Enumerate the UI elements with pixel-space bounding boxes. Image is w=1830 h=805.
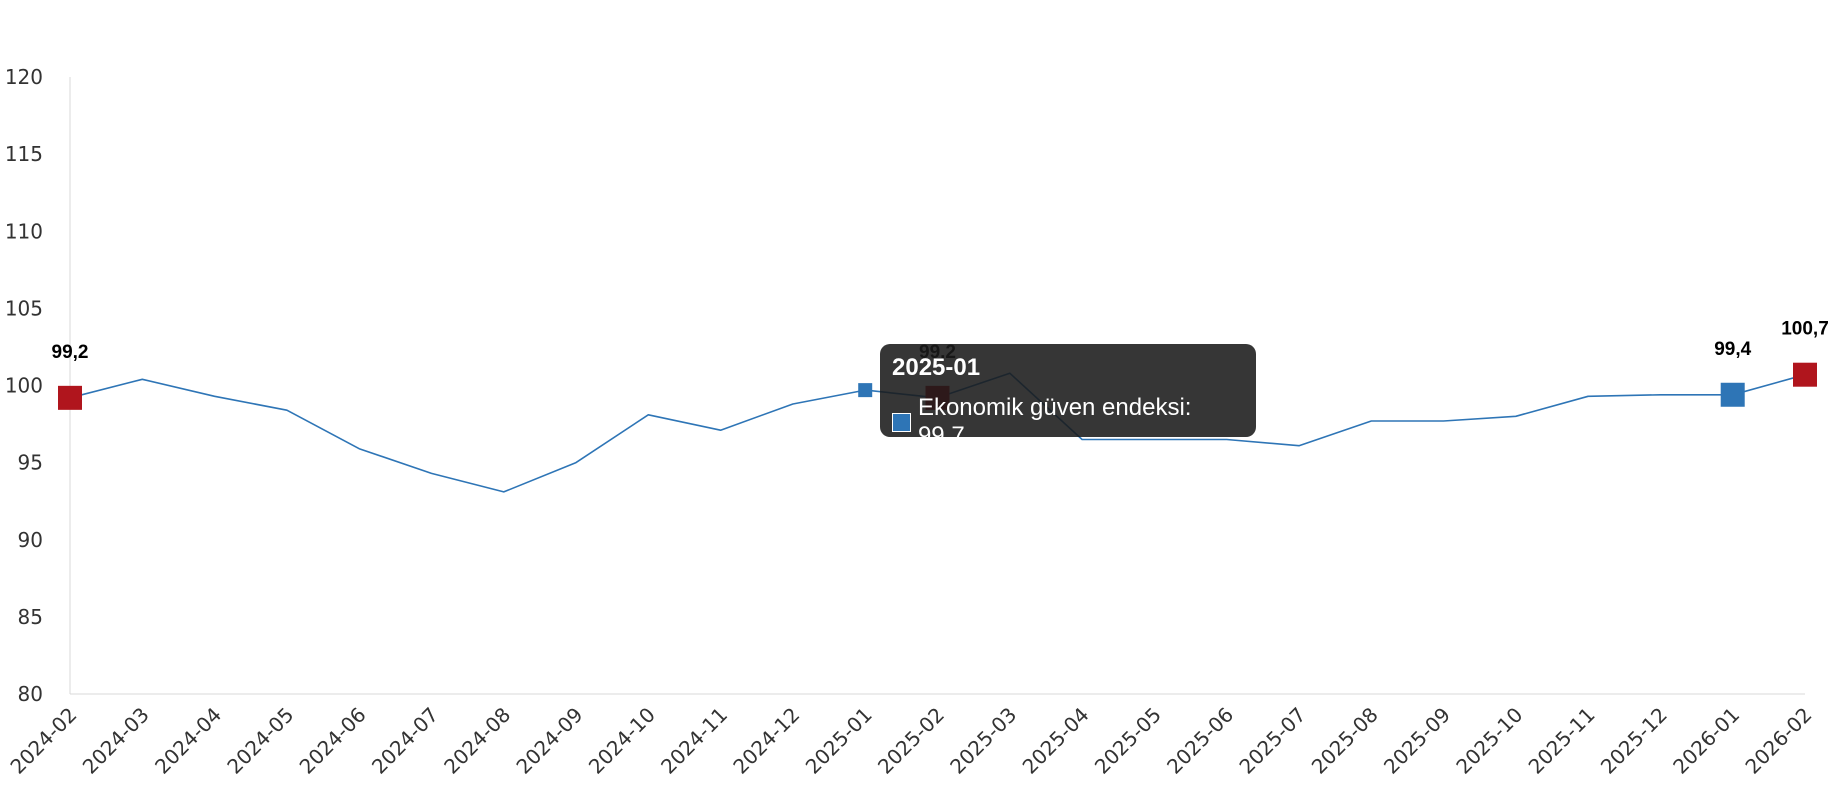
y-tick-label: 105 xyxy=(5,296,43,320)
tooltip-value: Ekonomik güven endeksi: 99.7 xyxy=(917,394,1192,449)
highlight-marker xyxy=(58,385,82,410)
tooltip-series-swatch xyxy=(892,412,911,432)
data-label: 100,7 xyxy=(1781,319,1829,340)
x-tick-label: 2025-12 xyxy=(1596,703,1672,779)
y-tick-label: 120 xyxy=(5,65,43,89)
data-label: 99,2 xyxy=(52,342,89,363)
x-tick-label: 2025-10 xyxy=(1451,703,1527,779)
x-tick-label: 2024-07 xyxy=(367,703,443,779)
x-tick-label: 2024-10 xyxy=(584,703,660,779)
y-tick-label: 110 xyxy=(5,219,43,243)
x-tick-label: 2024-02 xyxy=(5,703,81,779)
x-tick-label: 2024-11 xyxy=(656,703,732,779)
x-tick-label: 2024-06 xyxy=(295,703,371,779)
y-tick-label: 115 xyxy=(5,142,43,166)
data-label: 99,4 xyxy=(1714,339,1751,360)
x-tick-label: 2024-04 xyxy=(150,703,226,779)
x-tick-label: 2025-07 xyxy=(1234,703,1310,779)
chart-tooltip: 2025-01 Ekonomik güven endeksi: 99.7 xyxy=(880,344,1256,449)
highlight-marker xyxy=(1720,382,1745,407)
y-tick-label: 85 xyxy=(18,605,43,629)
x-tick-label: 2026-02 xyxy=(1740,703,1816,779)
tooltip-title: 2025-01 xyxy=(892,354,981,381)
x-tick-label: 2024-05 xyxy=(222,703,298,779)
x-tick-label: 2025-08 xyxy=(1307,703,1383,779)
hover-marker xyxy=(858,383,873,398)
x-tick-label: 2025-04 xyxy=(1018,703,1094,779)
y-tick-label: 80 xyxy=(18,682,43,706)
y-tick-label: 95 xyxy=(18,451,43,475)
x-tick-label: 2025-05 xyxy=(1090,703,1166,779)
tooltip-row: Ekonomik güven endeksi: 99.7 xyxy=(892,394,1244,450)
x-tick-label: 2025-02 xyxy=(873,703,949,779)
x-tick-label: 2025-11 xyxy=(1524,703,1600,779)
highlight-marker xyxy=(1793,362,1817,387)
x-tick-label: 2024-12 xyxy=(728,703,804,779)
x-tick-label: 2026-01 xyxy=(1668,703,1744,779)
x-tick-label: 2025-06 xyxy=(1162,703,1238,779)
y-tick-label: 90 xyxy=(18,528,43,552)
x-tick-label: 2024-08 xyxy=(439,703,515,779)
x-tick-label: 2024-09 xyxy=(512,703,588,779)
x-tick-label: 2024-03 xyxy=(78,703,154,779)
x-tick-label: 2025-03 xyxy=(945,703,1021,779)
x-tick-label: 2025-09 xyxy=(1379,703,1455,779)
y-tick-label: 100 xyxy=(5,374,43,398)
x-tick-label: 2025-01 xyxy=(801,703,877,779)
